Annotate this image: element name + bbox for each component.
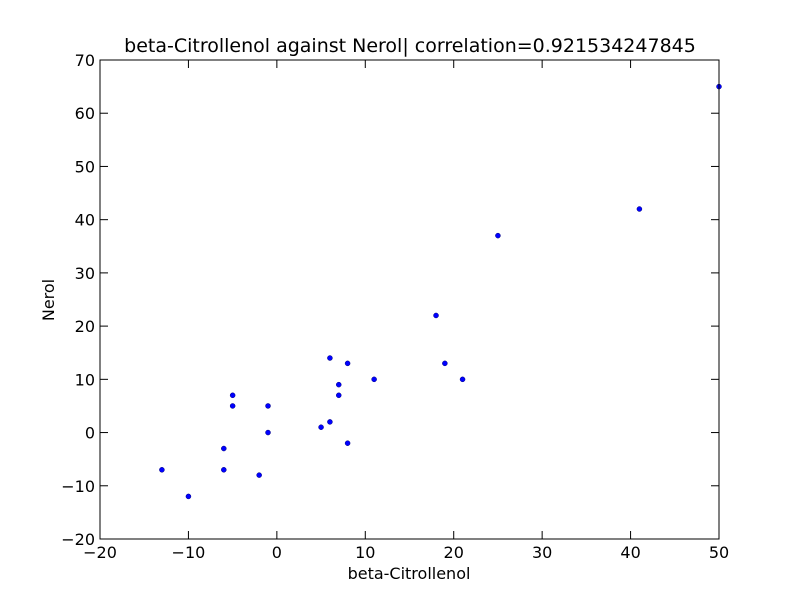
data-point <box>327 355 333 361</box>
y-tick-label: 40 <box>75 211 95 230</box>
data-point <box>344 440 351 446</box>
data-point <box>265 429 271 436</box>
data-point <box>221 445 227 452</box>
data-point <box>318 424 324 430</box>
data-point <box>229 392 236 399</box>
x-tick-label: −20 <box>83 543 117 562</box>
data-points <box>159 83 722 500</box>
y-axis-label: Nerol <box>39 279 58 321</box>
data-point <box>442 360 448 367</box>
x-tick-label: 10 <box>355 543 375 562</box>
data-point <box>344 360 351 367</box>
chart-title: beta-Citrollenol against Nerol| correlat… <box>124 35 696 57</box>
y-tick-label: −20 <box>61 530 95 549</box>
y-tick-label: 0 <box>85 424 95 443</box>
data-point <box>221 467 227 473</box>
data-point <box>159 467 165 473</box>
data-point <box>185 493 192 500</box>
y-tick-label: 70 <box>75 51 95 70</box>
y-tick-label: 20 <box>75 317 95 336</box>
x-tick-label: 30 <box>532 543 552 562</box>
y-tick-label: 10 <box>75 370 95 389</box>
x-tick-label: 40 <box>620 543 640 562</box>
x-tick-label: 50 <box>709 543 729 562</box>
data-point <box>265 403 271 409</box>
data-point <box>327 419 333 425</box>
data-point <box>336 392 342 399</box>
data-point <box>636 206 643 212</box>
y-tick-label: −10 <box>61 477 95 496</box>
axis-ticks: −20 −10 0 10 20 30 40 50 −20 −10 0 10 20 30 40 50 60 70 <box>61 51 729 562</box>
data-point <box>495 232 501 239</box>
x-tick-label: 20 <box>444 543 464 562</box>
data-point <box>256 472 262 478</box>
x-tick-label: 0 <box>272 543 282 562</box>
data-point <box>433 312 439 319</box>
y-tick-label: 60 <box>75 104 95 123</box>
y-tick-label: 30 <box>75 264 95 283</box>
plot-area-frame <box>99 59 720 540</box>
x-axis-label: beta-Citrollenol <box>348 564 471 583</box>
data-point <box>229 403 236 409</box>
data-point <box>371 376 377 383</box>
x-tick-label: −10 <box>172 543 206 562</box>
data-point <box>459 376 466 383</box>
data-point <box>336 381 342 388</box>
y-tick-label: 50 <box>75 157 95 176</box>
